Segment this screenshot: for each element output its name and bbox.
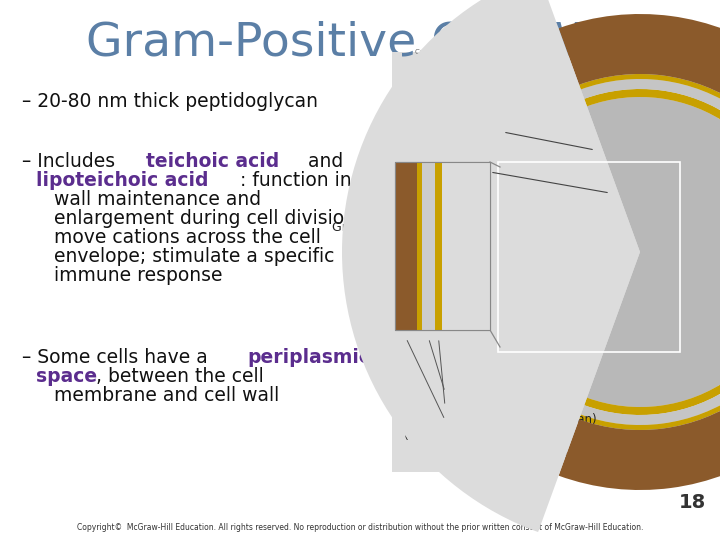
Text: teichoic acid: teichoic acid (145, 152, 279, 171)
Bar (435, 162, 442, 330)
Text: – Some cells have a: – Some cells have a (22, 348, 214, 367)
Wedge shape (559, 14, 720, 490)
Text: lipoteichoic acid: lipoteichoic acid (36, 171, 209, 190)
Bar (422, 162, 435, 330)
Wedge shape (587, 97, 720, 407)
Text: Periplasmic space: Periplasmic space (450, 400, 556, 413)
Bar (392, 52, 718, 472)
Text: Gram-Positive Cell Wall: Gram-Positive Cell Wall (86, 20, 634, 65)
Bar (395, 162, 490, 330)
Text: space: space (36, 367, 97, 386)
Text: 18: 18 (679, 493, 706, 512)
Bar (417, 162, 422, 330)
Text: – Includes: – Includes (22, 152, 121, 171)
Text: Cell
membrane: Cell membrane (435, 158, 500, 186)
Text: and: and (302, 152, 343, 171)
Text: Copyright © McGraw-Hill Education. Permission required for reproduction or displ: Copyright © McGraw-Hill Education. Permi… (415, 48, 710, 55)
Bar (442, 162, 490, 330)
Text: – 20-80 nm thick peptidoglycan: – 20-80 nm thick peptidoglycan (22, 92, 318, 111)
Text: Cell wall (peptidoglycan): Cell wall (peptidoglycan) (450, 414, 597, 427)
Text: Gram (+): Gram (+) (332, 221, 391, 234)
Text: periplasmic: periplasmic (247, 348, 370, 367)
Text: : function in cel: : function in cel (240, 171, 384, 190)
Text: Copyright©  McGraw-Hill Education. All rights reserved. No reproduction or distr: Copyright© McGraw-Hill Education. All ri… (77, 523, 643, 532)
Text: membrane and cell wall: membrane and cell wall (36, 386, 279, 405)
Wedge shape (579, 74, 720, 430)
Bar (392, 52, 402, 472)
Text: wall maintenance and: wall maintenance and (36, 190, 261, 209)
Text: Cell membrane: Cell membrane (450, 386, 541, 399)
Bar (395, 162, 417, 330)
Text: enlargement during cell division;: enlargement during cell division; (36, 209, 362, 228)
Bar (498, 162, 680, 352)
Text: move cations across the cell: move cations across the cell (36, 228, 321, 247)
Wedge shape (581, 79, 720, 425)
Wedge shape (584, 89, 720, 415)
Wedge shape (342, 0, 640, 532)
Text: © S.C. Holt/Biological Photo Service: © S.C. Holt/Biological Photo Service (474, 451, 636, 460)
Text: Peptidoglycan: Peptidoglycan (435, 125, 518, 138)
Text: (a): (a) (404, 429, 421, 442)
Bar (395, 162, 490, 330)
Text: immune response: immune response (36, 266, 222, 285)
Text: , between the cell: , between the cell (96, 367, 264, 386)
Text: envelope; stimulate a specific: envelope; stimulate a specific (36, 247, 334, 266)
